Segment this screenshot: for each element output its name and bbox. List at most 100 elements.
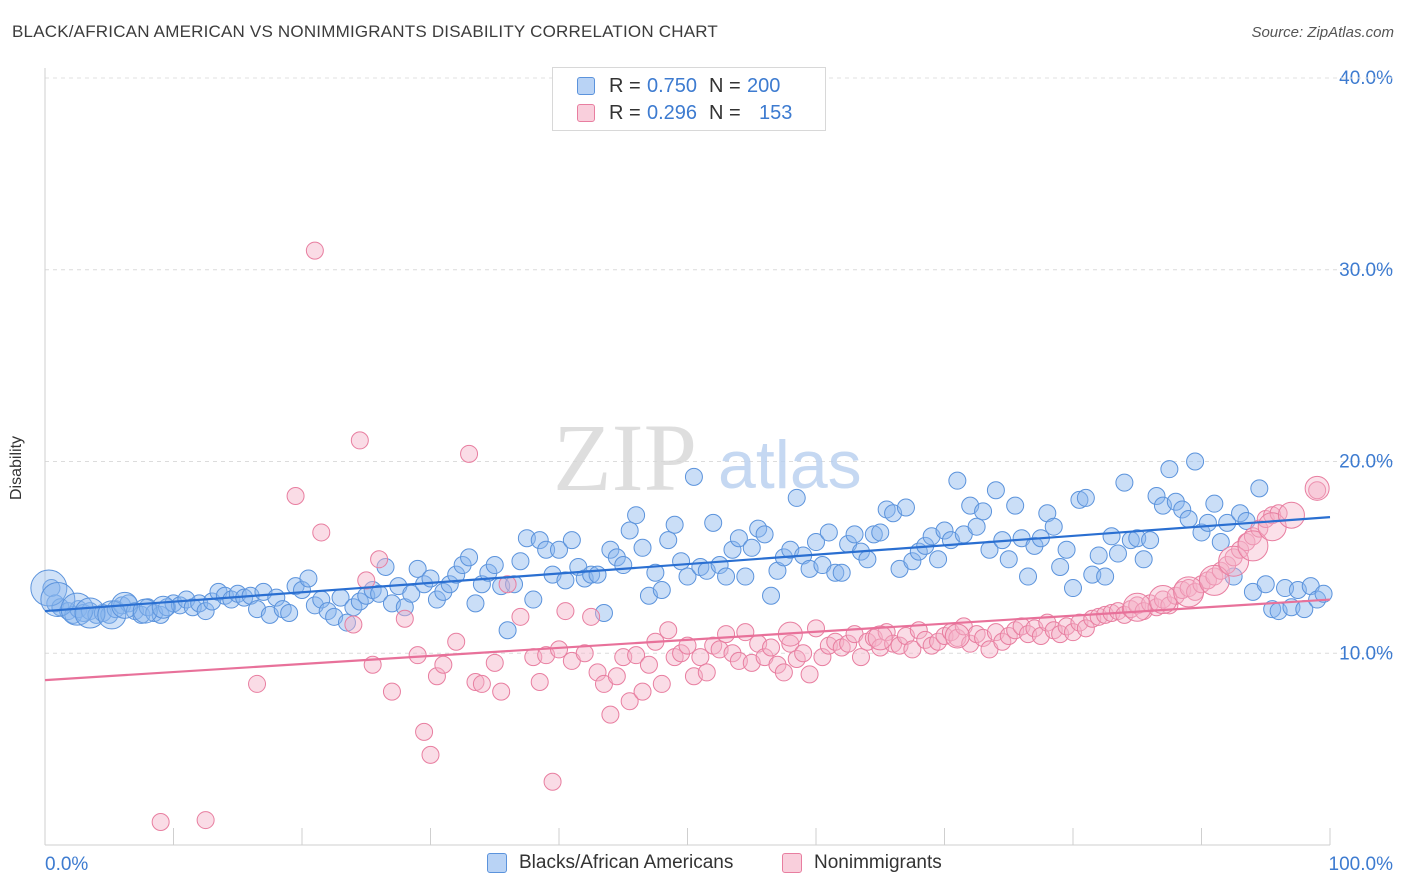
blacks-point [614,556,633,575]
blacks-point [607,548,626,567]
nonimmigrant-point [543,772,562,791]
blacks-point [1051,557,1070,576]
nonimmigrant-point [601,705,620,724]
nonimmigrant-point [851,648,870,667]
blacks-point [986,481,1005,500]
nonimmigrant-point [1224,548,1243,567]
blacks-point [293,580,311,599]
nonimmigrant-point [370,550,389,569]
nonimmigrant-point [151,812,170,831]
blacks-point [1192,523,1211,542]
blacks-point [370,584,389,603]
blacks-point [337,613,356,632]
nonimmigrant-point [498,575,517,594]
blacks-point [376,557,395,576]
nonimmigrant-point [460,444,479,463]
blacks-point [787,488,806,507]
r-value: 0.750 [647,74,698,97]
legend-item-nonimmigrants[interactable]: Nonimmigrants [782,852,942,874]
blacks-point [1173,500,1192,519]
blacks-point [903,552,922,571]
nonimmigrant-point [1122,592,1152,622]
blacks-point [633,538,652,557]
source-label: Source: ZipAtlas.com [1251,24,1394,41]
blacks-point [280,603,299,622]
nonimmigrant-point [575,644,594,663]
nonimmigrant-point [344,615,363,634]
nonimmigrant-point [607,667,626,686]
nonimmigrants-swatch-icon [577,104,595,122]
nonimmigrant-point [357,571,376,590]
nonimmigrant-point [312,523,331,542]
nonimmigrant-point [248,674,267,693]
blacks-point [845,525,864,544]
y-tick-label: 20.0% [1339,452,1393,473]
blacks-point [729,529,748,548]
nonimmigrant-point [627,646,646,665]
legend-label-blacks: Blacks/African Americans [519,852,734,873]
nonimmigrant-point [659,621,678,640]
blacks-point [704,513,723,532]
blacks-point [974,502,993,521]
nonimmigrant-point [800,665,819,684]
blacks-point [1141,531,1160,550]
blacks-point [1115,473,1134,492]
nonimmigrant-point [813,648,832,667]
blacks-point [408,559,427,578]
blacks-point [717,567,736,586]
nonimmigrant-point [717,625,736,644]
blacks-point [537,540,556,559]
blacks-point [550,540,568,559]
nonimmigrant-point [1173,576,1205,608]
blacks-point [1256,575,1275,594]
blacks-point [1044,517,1063,536]
n-label: N = [709,101,741,124]
nonimmigrant-point [807,619,825,638]
blacks-point [196,602,215,621]
nonimmigrant-point [774,663,793,682]
blacks-point [466,594,485,613]
blacks-point [1218,513,1237,532]
nonimmigrants-trend-line [44,598,1331,682]
watermark-zip: ZIP [553,404,697,511]
blacks-point [1006,496,1025,515]
nonimmigrant-point [1304,475,1330,501]
blacks-point [460,548,479,567]
series-legend: Blacks/African Americans Nonimmigrants [0,852,1406,878]
stats-legend: R = 0.750 N = 200 R = 0.296 N = 153 [552,67,826,131]
y-axis-label: Disability [8,435,25,500]
nonimmigrant-point [286,487,305,506]
legend-item-blacks[interactable]: Blacks/African Americans [487,852,733,874]
blacks-point [74,597,106,629]
blacks-point [440,575,459,594]
blacks-point [826,563,845,582]
blacks-point [485,556,504,575]
chart-title: BLACK/AFRICAN AMERICAN VS NONIMMIGRANTS … [12,22,718,41]
nonimmigrant-point [530,673,549,692]
nonimmigrant-point [620,692,639,711]
blacks-point [819,523,838,542]
blacks-point [1198,513,1217,532]
blacks-point [479,563,498,582]
nonimmigrant-point [1198,564,1230,596]
nonimmigrant-point [697,663,716,682]
blacks-point [736,567,755,586]
blacks-point [1211,533,1230,552]
blacks-point [434,582,453,601]
blacks-point [659,531,678,550]
blacks-point [498,621,517,640]
n-value: 200 [747,74,781,97]
r-value: 0.296 [647,101,698,124]
blacks-point [999,550,1018,569]
blacks-point [652,580,671,599]
blacks-point [646,563,665,582]
blacks-point [929,550,948,569]
nonimmigrant-point [382,682,401,701]
blacks-point [684,467,703,486]
nonimmigrant-point [903,640,922,659]
blacks-point [1179,510,1198,529]
blacks-point [42,579,61,598]
legend-label-nonimmigrants: Nonimmigrants [814,852,942,873]
nonimmigrant-point [1277,501,1305,529]
blacks-point [562,531,581,550]
